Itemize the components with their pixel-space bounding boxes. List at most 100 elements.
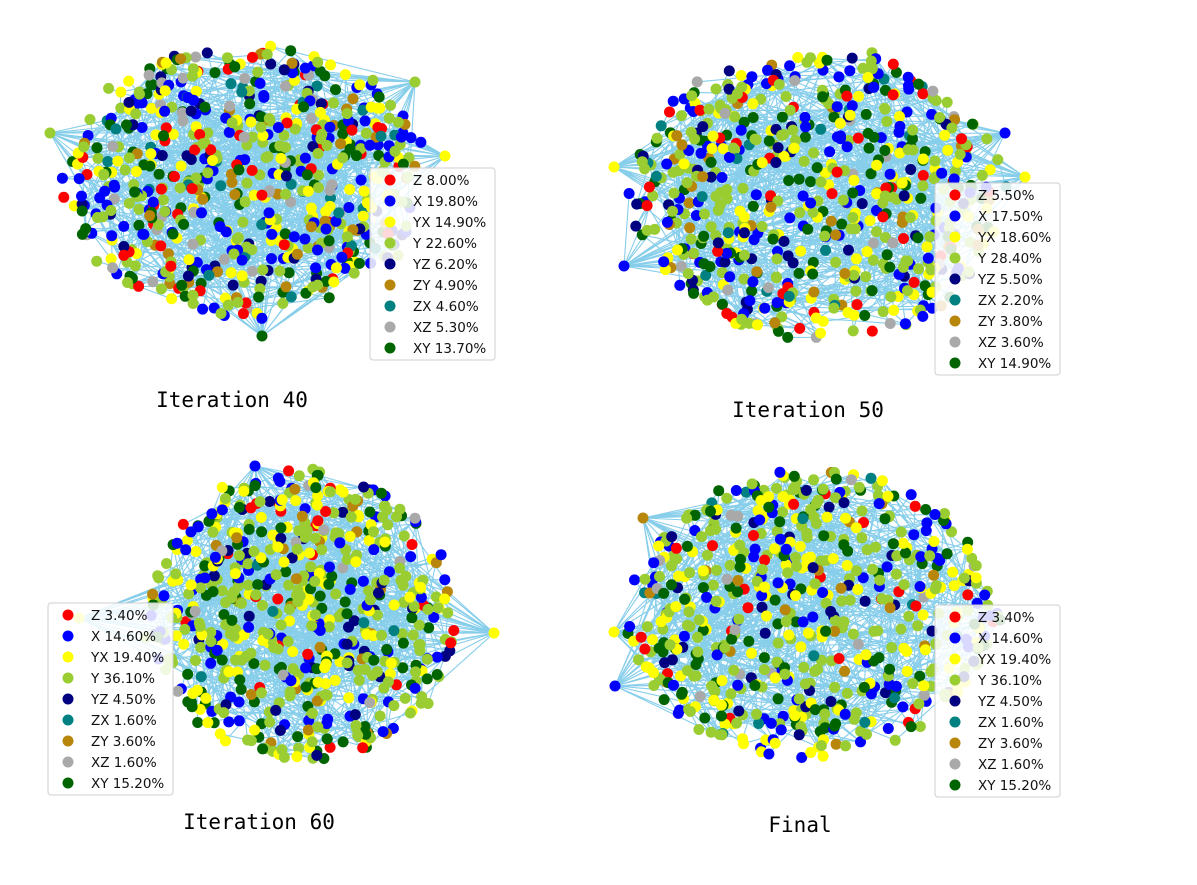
node-x — [648, 557, 660, 569]
node-x — [882, 723, 894, 734]
node-yx — [311, 499, 323, 511]
node-x — [336, 251, 348, 263]
node-x — [730, 485, 742, 496]
node-xy — [406, 612, 418, 624]
node-zy — [829, 625, 841, 637]
node-yz — [201, 47, 213, 59]
node-xy — [243, 523, 255, 535]
node-y — [246, 244, 258, 256]
node-y — [261, 48, 273, 60]
node-xy — [887, 538, 899, 550]
node-y — [871, 226, 882, 238]
node-y — [432, 602, 444, 614]
node-yx — [404, 591, 416, 603]
node-y — [250, 589, 262, 601]
node-yx — [314, 106, 326, 118]
node-yx — [357, 210, 369, 222]
node-y — [847, 325, 859, 337]
node-xy — [178, 218, 190, 230]
node-yx — [170, 630, 182, 642]
node-x — [359, 115, 371, 127]
node-x — [274, 476, 286, 487]
node-xy — [758, 652, 770, 664]
node-xz — [224, 100, 236, 112]
node-yx — [337, 486, 349, 498]
node-xy — [192, 717, 204, 728]
node-x — [735, 124, 747, 136]
node-yx — [783, 629, 795, 641]
node-xy — [763, 135, 775, 147]
node-xy — [830, 473, 842, 485]
node-yx — [358, 185, 370, 197]
node-x — [672, 707, 684, 719]
node-y — [889, 734, 901, 746]
node-y — [241, 177, 253, 189]
node-xz — [337, 562, 349, 574]
node-y — [790, 552, 801, 563]
node-y — [811, 497, 822, 509]
node-y — [707, 579, 719, 591]
node-xy — [666, 579, 677, 591]
node-x — [746, 71, 758, 83]
node-yz — [770, 157, 782, 168]
node-x — [263, 207, 275, 219]
node-y — [787, 124, 799, 136]
node-yx — [939, 129, 951, 141]
node-zy — [671, 130, 683, 142]
node-y — [699, 208, 710, 220]
legend-marker-z — [62, 609, 74, 621]
node-y — [367, 669, 378, 681]
node-z — [155, 183, 167, 195]
node-x — [220, 226, 232, 238]
node-yx — [105, 253, 117, 265]
node-y — [236, 654, 248, 666]
node-z — [448, 625, 460, 636]
node-xy — [805, 176, 816, 188]
node-x — [747, 276, 759, 288]
node-xy — [298, 101, 310, 113]
node-z — [910, 600, 922, 612]
node-x — [171, 537, 183, 549]
node-xy — [821, 54, 833, 66]
node-y — [119, 164, 131, 176]
node-xy — [144, 160, 156, 172]
legend-marker-zx — [949, 716, 961, 728]
node-yx — [220, 735, 231, 747]
node-y — [780, 616, 792, 628]
node-xy — [868, 131, 880, 143]
node-yx — [802, 627, 814, 639]
node-yx — [647, 634, 658, 646]
node-y — [399, 692, 411, 704]
node-zy — [229, 189, 241, 200]
node-y — [187, 289, 199, 301]
node-y — [777, 506, 789, 518]
node-zy — [430, 557, 442, 569]
legend-label-x: X 19.80% — [413, 194, 478, 210]
node-yx — [898, 642, 910, 654]
node-y — [345, 511, 357, 523]
node-yx — [852, 584, 864, 595]
node-y — [306, 707, 318, 719]
node-y — [374, 710, 386, 722]
node-y — [710, 191, 722, 202]
node-y — [847, 628, 859, 640]
node-xy — [884, 261, 896, 273]
node-yx — [795, 245, 807, 257]
node-y — [278, 129, 290, 141]
node-yx — [901, 665, 913, 677]
node-yx — [178, 638, 190, 650]
node-yz — [630, 220, 642, 232]
node-yx — [708, 694, 720, 706]
node-x — [899, 318, 911, 330]
node-yx — [305, 202, 317, 214]
node-y — [636, 156, 648, 168]
node-z — [909, 500, 921, 512]
legend-label-z: Z 3.40% — [978, 610, 1035, 626]
node-y — [92, 212, 103, 223]
node-y — [696, 531, 707, 543]
node-y — [341, 554, 353, 565]
node-y — [731, 717, 743, 729]
node-x — [330, 215, 342, 227]
node-xz — [409, 512, 421, 524]
node-y — [651, 132, 663, 144]
